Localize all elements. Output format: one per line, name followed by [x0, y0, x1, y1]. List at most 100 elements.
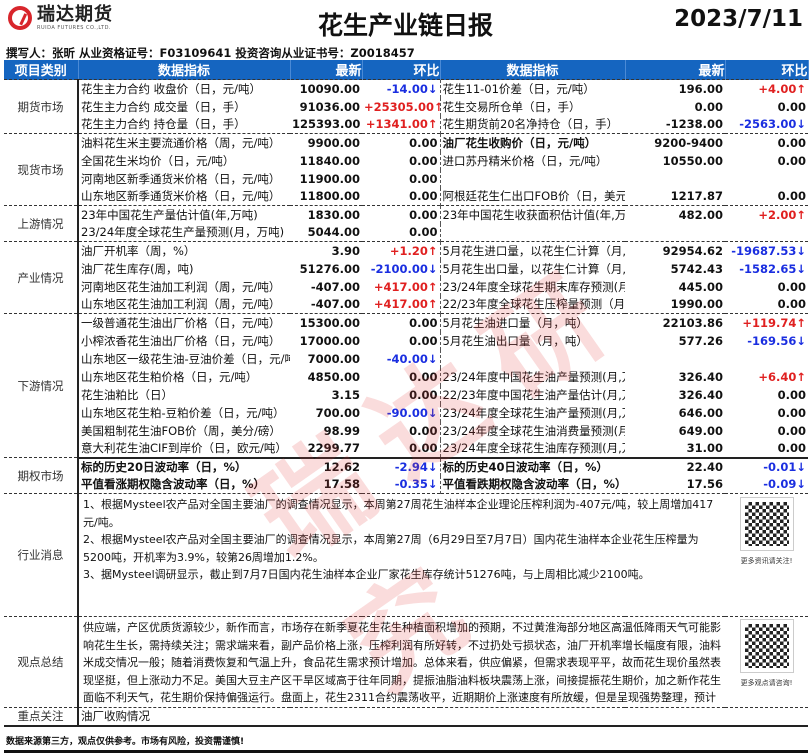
qr-caption: 更多观点请咨询! [740, 679, 793, 687]
change-value: 0.00 [777, 387, 806, 402]
change-value: +6.40↑ [758, 369, 806, 384]
latest-value: 9900.00 [290, 133, 362, 152]
indicator-name: 小榨浓香花生油出厂价格（日，元/吨） [81, 333, 281, 348]
latest-value: 482.00 [625, 205, 725, 224]
change-value: 0.00 [409, 333, 438, 348]
indicator-name: 油厂开机率（周，%） [78, 241, 290, 260]
table-row: 花生主力合约 持仓量（日，手） 125393.00 +1341.00↑ 花生期货前20… [4, 115, 808, 134]
indicator-name: 花生油粕比（日） [81, 387, 173, 402]
latest-value: 445.00 [678, 279, 723, 294]
indicator-name: 23/24年度中国花生油产量预测(月,万吨) [439, 367, 625, 386]
latest-value: 125393.00 [292, 117, 361, 132]
logo-name-en: RUIDA FUTURES CO.,LTD. [37, 25, 112, 31]
indicator-name: 标的历史40日波动率（日，%） [439, 456, 625, 476]
company-logo: 瑞达期货 RUIDA FUTURES CO.,LTD. [8, 5, 113, 31]
qr-code-icon [739, 619, 794, 673]
table-row: 现货市场 油料花生米主要流通价格（周，元/吨） 9900.00 0.00 油厂花生收购价… [4, 133, 808, 206]
latest-value [625, 224, 725, 242]
latest-value: 91036.00 [299, 99, 360, 114]
latest-value: 649.00 [678, 423, 723, 438]
latest-value: 700.00 [315, 405, 360, 420]
view-category: 观点总结 [4, 616, 79, 708]
change-value [725, 350, 808, 368]
indicator-name [439, 223, 625, 242]
latest-value: 22103.86 [625, 313, 725, 332]
news-category: 行业消息 [4, 493, 79, 617]
indicator-name: 22/23年度中国花生油产量估计(月,万吨) [439, 385, 625, 404]
latest-value: 10550.00 [662, 153, 723, 168]
change-value: 0.00 [409, 189, 438, 204]
news-row: 行业消息 1、根据Mysteel农产品对全国主要油厂的调查情况显示，本周第27周… [4, 493, 808, 617]
indicator-name: 河南地区花生油加工利润（周，元/吨） [81, 279, 281, 294]
category-label: 期货市场 [4, 79, 79, 134]
indicator-name: 花生期货前20名净持仓（日，手） [439, 115, 625, 134]
latest-value: 0.00 [694, 99, 723, 114]
change-value: 0.00 [409, 171, 438, 186]
latest-value [625, 350, 725, 368]
indicator-name: 山东地区新季通货米价格（日，元/吨） [81, 189, 281, 204]
table-row: 山东地区一级花生油-豆油价差（日，元/吨 7000.00 -40.00↓ [4, 349, 808, 368]
category-label: 期权市场 [4, 457, 79, 494]
table-row: 意大利花生油CIF到岸价（日，欧元/吨） 2299.77 0.00 23/24年度全球… [4, 439, 808, 458]
indicator-name: 花生11-01价差（日，元/吨） [439, 79, 625, 98]
latest-value: 196.00 [625, 79, 725, 98]
change-value: -19687.53↓ [725, 241, 808, 260]
col-header-category: 项目类别 [4, 60, 79, 80]
latest-value: 326.40 [678, 387, 723, 402]
table-row: 花生油粕比（日）3.150.0022/23年度中国花生油产量估计(月,万吨)32… [4, 385, 808, 404]
latest-value: 12.62 [290, 456, 362, 476]
indicator-name: 23/24年度全球花生期末库存预测(月,万吨) [439, 277, 625, 296]
latest-value: 17000.00 [299, 333, 360, 348]
table-row: 上游情况 23年中国花生产量估计值(年,万吨) 1830.00 0.00 23年中国花生… [4, 205, 808, 242]
indicator-name: 23年中国花生收获面积估计值(年,万公顷) [439, 205, 625, 224]
change-value: 0.00 [777, 279, 806, 294]
change-value: 0.00 [362, 205, 440, 224]
category-label: 下游情况 [4, 313, 79, 458]
change-value: +2.00↑ [725, 205, 808, 224]
change-value: 0.00 [777, 99, 806, 114]
indicator-name: 山东地区花生油加工利润（周，元/吨） [81, 297, 281, 312]
latest-value: 22.40 [625, 456, 725, 476]
indicator-name: 山东地区一级花生油-豆油价差（日，元/吨 [81, 351, 290, 366]
latest-value: 646.00 [678, 405, 723, 420]
indicator-name: 花生主力合约 成交量（日，手） [81, 99, 246, 114]
table-row: 河南地区新季通货米价格（日，元/吨） 11900.00 0.00 [4, 169, 808, 188]
table-row: 山东地区花生粕-豆粕价差（日，元/吨） 700.00 -90.00↓ 23/24年度全… [4, 403, 808, 422]
indicator-name: 一级普通花生油出厂价格（日，元/吨） [78, 313, 290, 332]
change-value: 0.00 [777, 153, 806, 168]
qr-code-icon [739, 497, 794, 551]
latest-value: 7000.00 [307, 351, 360, 366]
focus-content: 油厂收购情况 [78, 707, 808, 727]
focus-row: 重点关注 油厂收购情况 [4, 707, 808, 727]
change-value [725, 224, 808, 242]
news-item: 3、据Mysteel调研显示，截止到7月7日国内花生油样本企业厂家花生库存统计5… [83, 568, 650, 581]
qr-view: 更多观点请咨询! [725, 616, 808, 708]
latest-value: 11840.00 [299, 153, 360, 168]
indicator-name: 平值看涨期权隐含波动率（日，%） [81, 477, 266, 492]
indicator-name: 标的历史20日波动率（日，%） [78, 456, 290, 476]
change-value: -0.01↓ [725, 456, 808, 476]
table-row: 小榨浓香花生油出厂价格（日，元/吨） 17000.00 0.00 5月花生油出口量（月… [4, 331, 808, 350]
qr-news: 更多资讯请关注! [725, 493, 808, 617]
data-table: 项目类别 数据指标 最新 环比 数据指标 最新 环比 期货市场 花生主力合约 收盘… [4, 60, 809, 727]
qr-caption: 更多资讯请关注! [740, 557, 793, 565]
latest-value: -1238.00 [665, 117, 723, 132]
indicator-name: 5月花生油出口量（月，吨） [439, 331, 625, 350]
indicator-name: 22/23年度全球花生压榨量预测（月,万吨) [439, 295, 625, 314]
latest-value: 2299.77 [307, 441, 360, 455]
table-row: 产业情况 油厂开机率（周，%） 3.90 +1.20↑ 5月花生进口量，以花生仁计算（月… [4, 241, 808, 314]
table-row: 23/24年度全球花生产量预测(月，万吨) 5044.00 0.00 [4, 223, 808, 242]
table-row: 全国花生米均价（日，元/吨） 11840.00 0.00 进口苏丹精米价格（日，元/吨… [4, 151, 808, 170]
change-value: +1.20↑ [362, 241, 440, 260]
change-value: 0.00 [409, 369, 438, 384]
change-value: -90.00↓ [386, 405, 438, 420]
indicator-name: 5月花生出口量，以花生仁计算（月,吨） [439, 259, 625, 278]
latest-value: 15300.00 [290, 313, 362, 332]
report-date: 2023/7/11 [674, 6, 803, 32]
divider [4, 750, 808, 753]
author-info: 撰写人：张昕 从业资格证号：F03109641 投资咨询从业证书号：Z00184… [6, 46, 415, 60]
latest-value: 11800.00 [299, 189, 360, 204]
indicator-name: 美国粗制花生油FOB价（周，美分/磅） [81, 423, 281, 438]
view-text: 供应端，产区优质货源较少，新作而言，市场存在新季夏花生花生种植面积增加的预期，不… [83, 621, 721, 704]
change-value: 0.00 [777, 441, 806, 455]
